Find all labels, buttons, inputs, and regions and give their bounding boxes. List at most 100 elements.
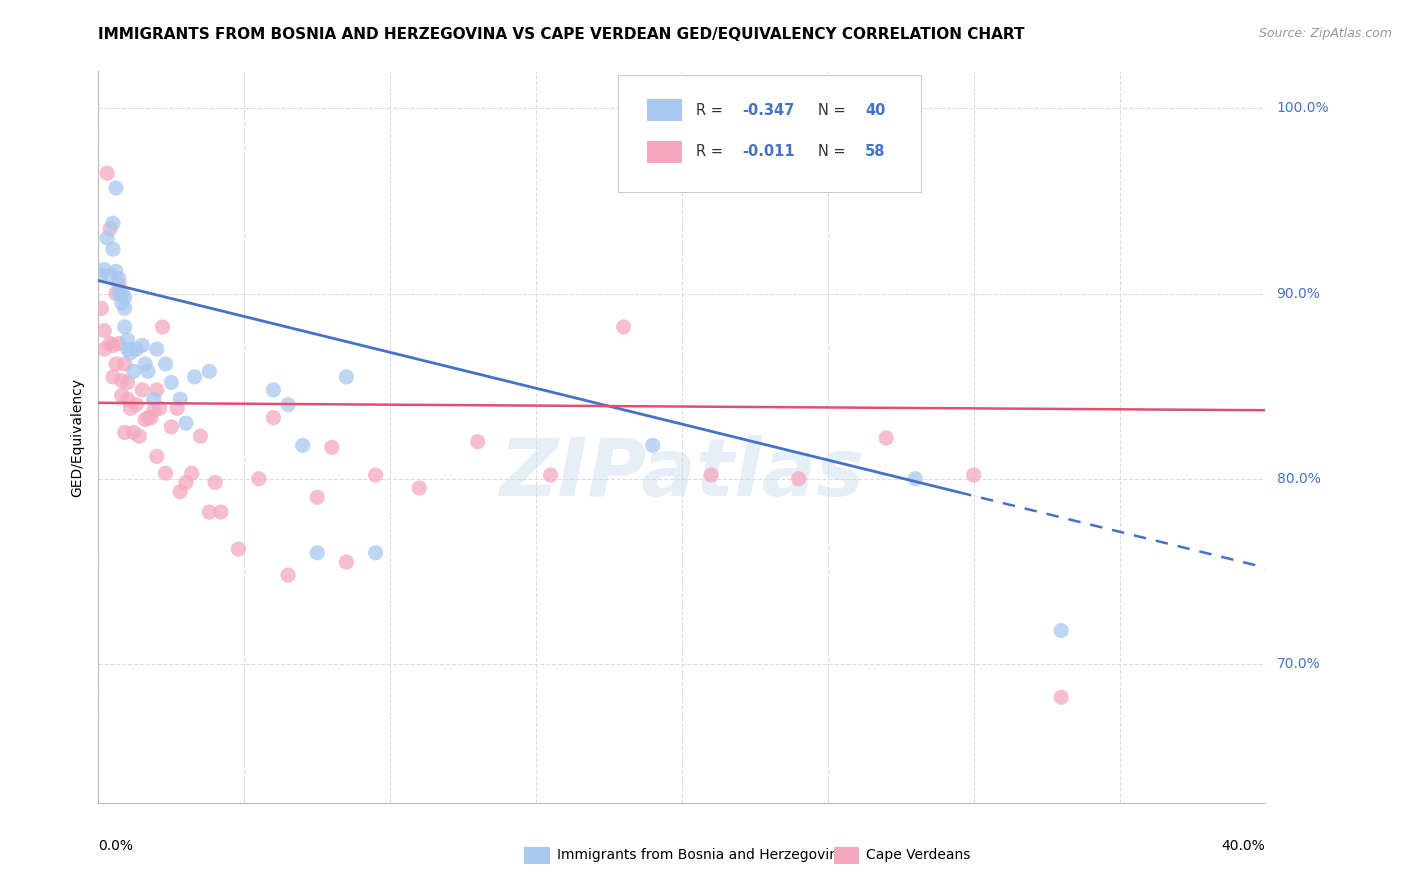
Point: [117, 392, 139, 406]
Point: [364, 468, 387, 483]
Text: 40: 40: [865, 103, 886, 118]
Point: [96, 166, 118, 180]
Point: [90, 268, 112, 282]
Point: [134, 357, 156, 371]
Text: 80.0%: 80.0%: [1277, 472, 1320, 486]
Point: [787, 472, 810, 486]
Point: [93, 262, 115, 277]
Point: [104, 264, 127, 278]
Point: [136, 364, 159, 378]
Point: [101, 216, 124, 230]
Text: R =: R =: [696, 145, 727, 160]
Text: -0.347: -0.347: [742, 103, 794, 118]
Point: [98, 221, 121, 235]
Point: [111, 286, 134, 301]
Point: [114, 425, 136, 440]
Point: [335, 370, 357, 384]
Point: [146, 383, 169, 397]
Point: [209, 505, 232, 519]
Point: [160, 376, 183, 390]
Point: [98, 268, 121, 282]
Point: [117, 376, 139, 390]
Text: N =: N =: [818, 145, 851, 160]
Point: [198, 505, 221, 519]
Point: [142, 392, 165, 406]
Point: [190, 429, 212, 443]
Point: [307, 490, 329, 504]
Point: [875, 431, 897, 445]
Point: [146, 342, 169, 356]
Point: [262, 383, 284, 397]
Point: [108, 272, 131, 286]
Point: [277, 398, 299, 412]
Point: [262, 410, 284, 425]
Point: [114, 290, 136, 304]
Point: [134, 412, 156, 426]
Point: [169, 484, 191, 499]
Bar: [524, 847, 550, 863]
Point: [228, 542, 250, 557]
Point: [335, 555, 357, 569]
Point: [962, 468, 984, 483]
Point: [125, 342, 148, 356]
Point: [321, 440, 343, 454]
Text: Cape Verdeans: Cape Verdeans: [866, 847, 970, 862]
Point: [142, 403, 165, 417]
Point: [139, 410, 162, 425]
Point: [174, 475, 197, 490]
Text: 100.0%: 100.0%: [1277, 102, 1329, 115]
Point: [104, 357, 127, 371]
Point: [117, 333, 139, 347]
Point: [90, 301, 112, 316]
Point: [146, 450, 169, 464]
Point: [169, 392, 191, 406]
Point: [131, 383, 153, 397]
Text: R =: R =: [696, 103, 727, 118]
Point: [122, 364, 145, 378]
Point: [467, 434, 489, 449]
Point: [155, 357, 177, 371]
Point: [277, 568, 299, 582]
Point: [408, 481, 430, 495]
Text: N =: N =: [818, 103, 851, 118]
Point: [114, 319, 136, 334]
Point: [120, 401, 142, 416]
Point: [180, 466, 202, 480]
Point: [155, 466, 177, 480]
Point: [101, 338, 124, 352]
Point: [96, 231, 118, 245]
Point: [108, 336, 131, 351]
Text: -0.011: -0.011: [742, 145, 796, 160]
Point: [364, 546, 387, 560]
Text: 0.0%: 0.0%: [98, 839, 134, 854]
Point: [183, 370, 205, 384]
Text: 40.0%: 40.0%: [1222, 839, 1265, 854]
Point: [307, 546, 329, 560]
Bar: [647, 141, 682, 163]
Point: [93, 342, 115, 356]
Text: 90.0%: 90.0%: [1277, 286, 1320, 301]
Point: [166, 401, 188, 416]
Bar: [834, 847, 859, 863]
Point: [152, 319, 174, 334]
Text: IMMIGRANTS FROM BOSNIA AND HERZEGOVINA VS CAPE VERDEAN GED/EQUIVALENCY CORRELATI: IMMIGRANTS FROM BOSNIA AND HERZEGOVINA V…: [98, 27, 1025, 42]
Point: [108, 277, 131, 292]
Point: [641, 438, 664, 452]
Point: [101, 370, 124, 384]
Point: [149, 401, 172, 416]
Bar: [647, 99, 682, 121]
Point: [1050, 690, 1073, 705]
Point: [120, 346, 142, 360]
Point: [1050, 624, 1073, 638]
Point: [128, 429, 150, 443]
Point: [136, 410, 159, 425]
Text: 58: 58: [865, 145, 886, 160]
Point: [125, 398, 148, 412]
Point: [174, 416, 197, 430]
Point: [160, 420, 183, 434]
Point: [111, 374, 134, 388]
Point: [93, 324, 115, 338]
Point: [198, 364, 221, 378]
Point: [104, 286, 127, 301]
Text: Immigrants from Bosnia and Herzegovina: Immigrants from Bosnia and Herzegovina: [557, 847, 846, 862]
